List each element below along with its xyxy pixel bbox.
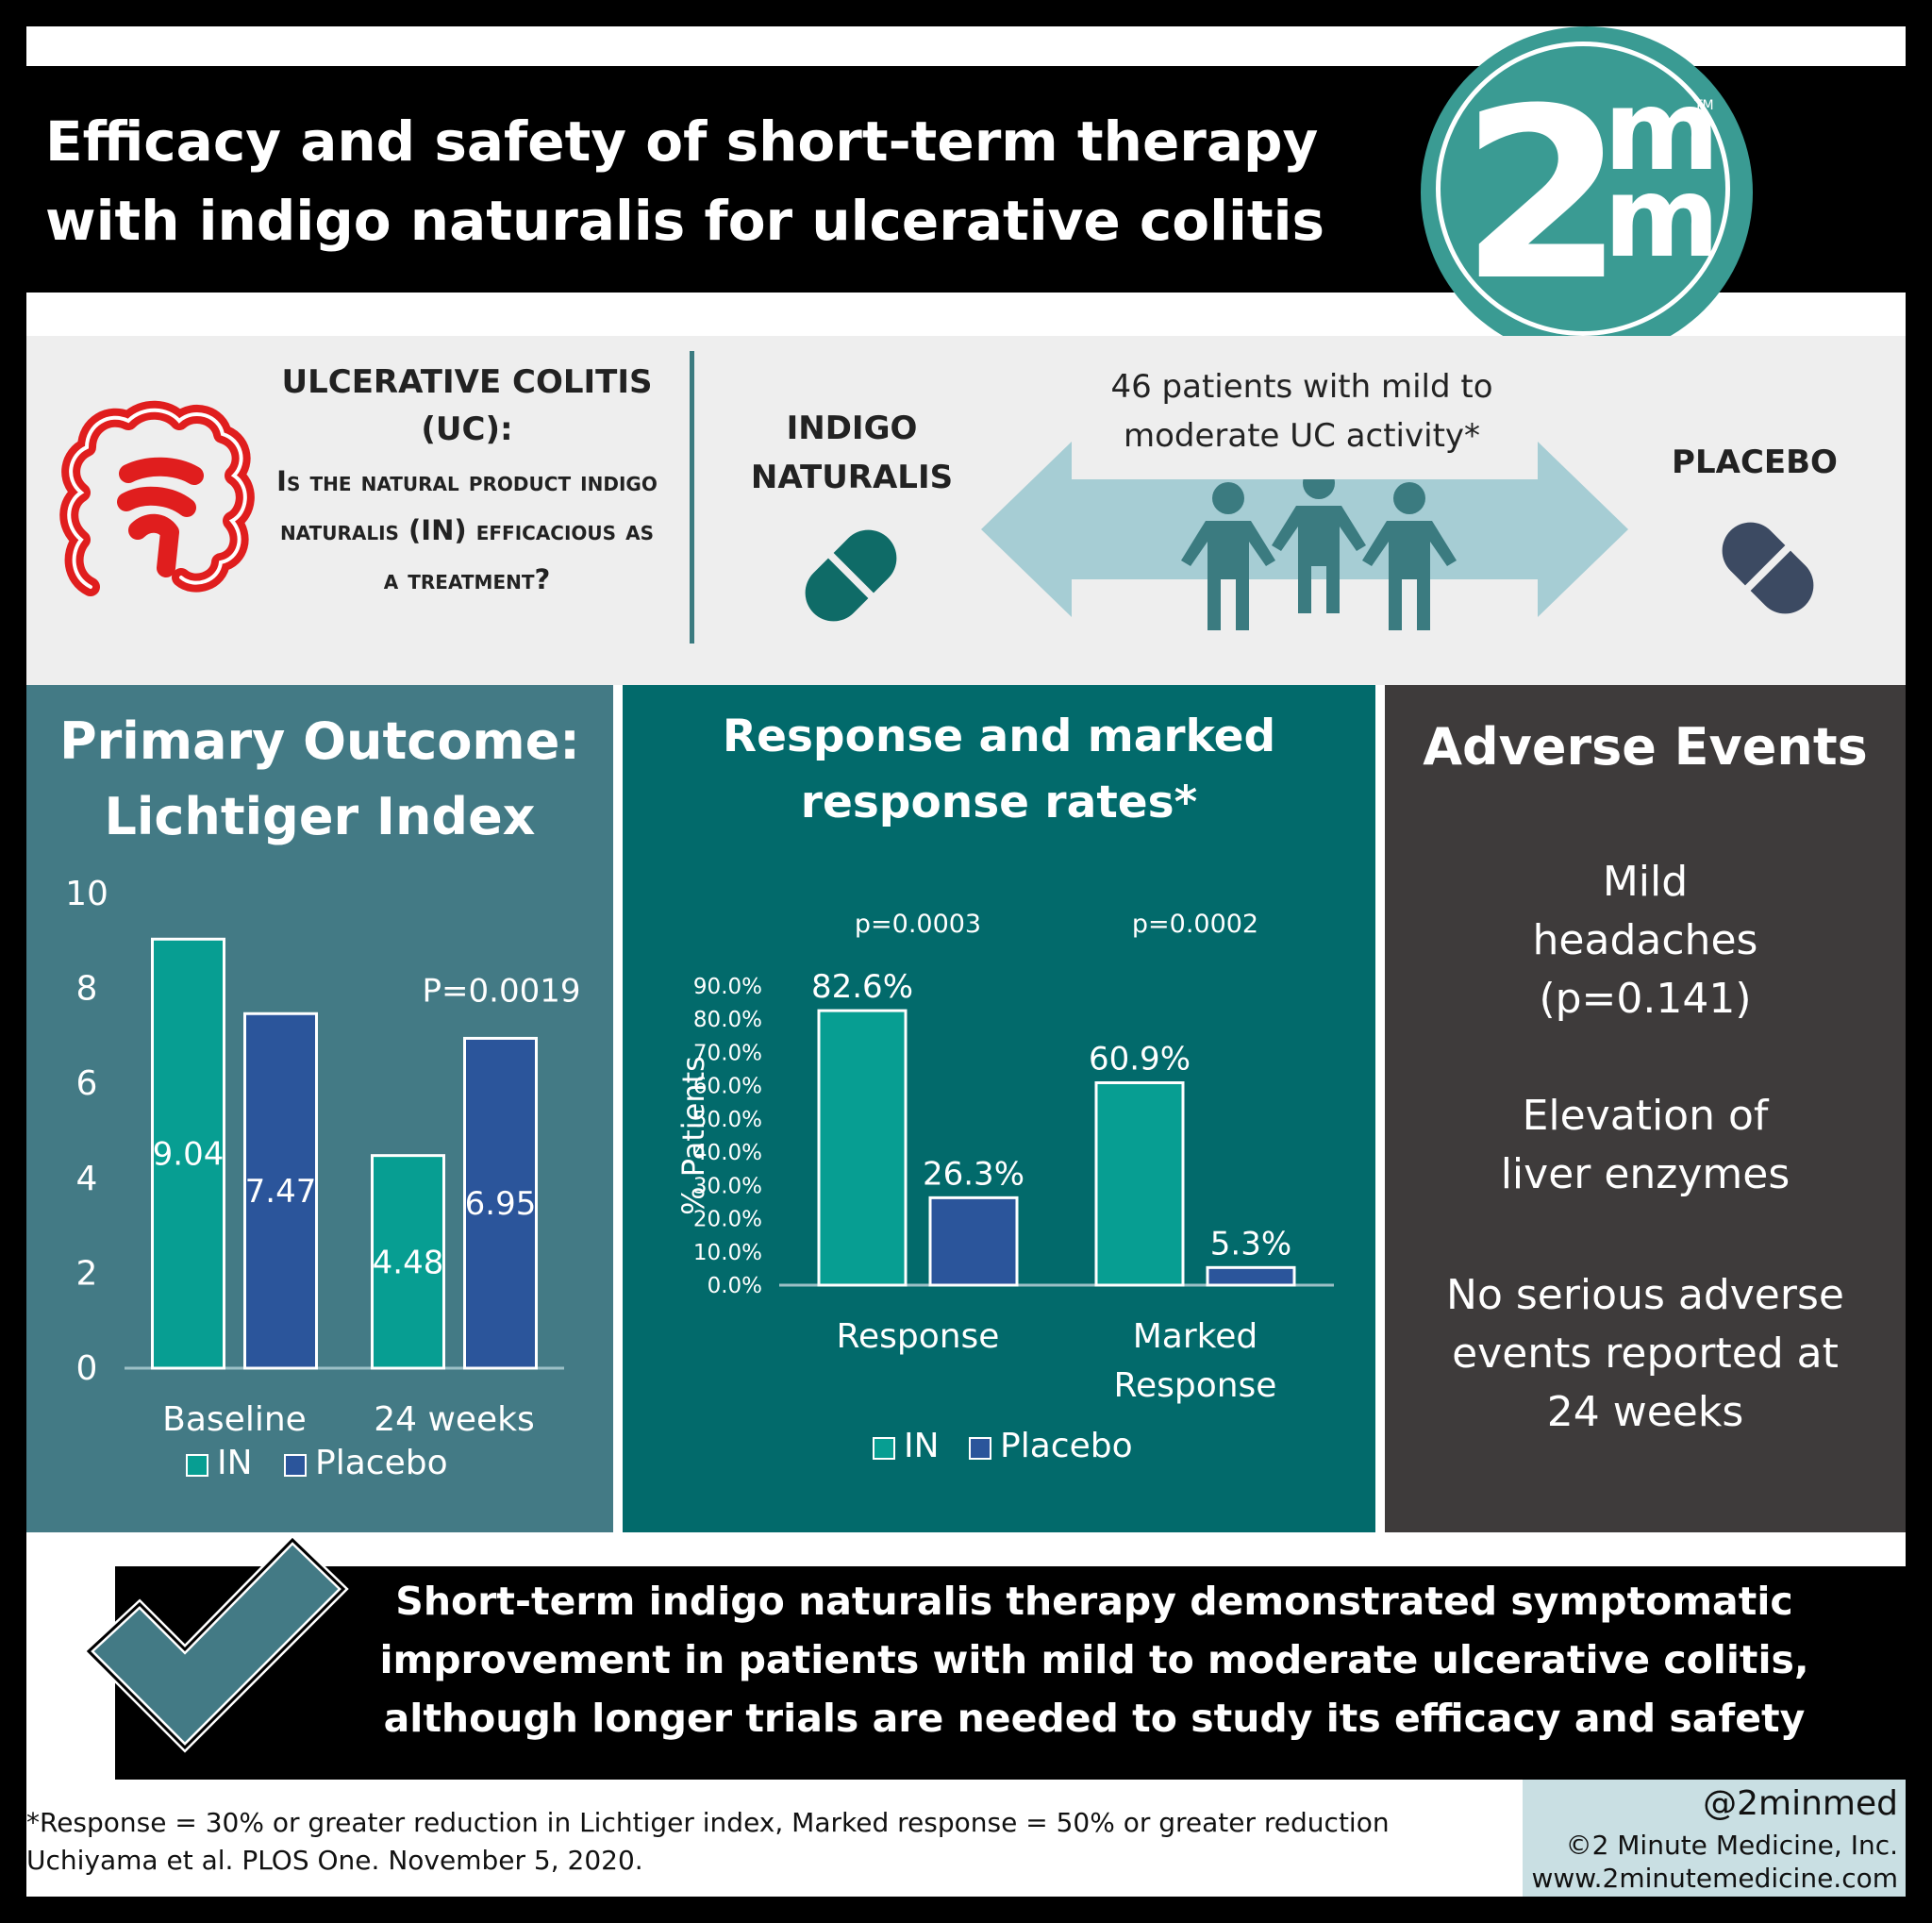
- question-heading: ULCERATIVE COLITIS (UC):: [281, 363, 653, 448]
- data-label: 4.48: [373, 1244, 444, 1281]
- bar-placebo: [243, 1012, 318, 1370]
- y-tick-label: 10: [65, 875, 108, 913]
- bar-in: [151, 937, 225, 1370]
- adverse-event-liver: Elevation of liver enzymes: [1500, 1092, 1790, 1198]
- data-label: 26.3%: [923, 1155, 1024, 1193]
- placebo-label: PLACEBO: [1672, 443, 1838, 481]
- data-label: 6.95: [465, 1185, 537, 1223]
- legend-swatch-placebo: [969, 1437, 991, 1460]
- primary-outcome-title: Primary Outcome: Lichtiger Index: [26, 704, 613, 855]
- website-link[interactable]: www.2minutemedicine.com: [1531, 1863, 1899, 1894]
- legend-swatch-in: [873, 1437, 895, 1460]
- bar-placebo: [928, 1196, 1019, 1287]
- twitter-handle: @2minmed: [1703, 1784, 1898, 1823]
- legend-swatch-placebo: [284, 1454, 307, 1477]
- placebo-pill-icon: [1722, 522, 1814, 614]
- indigo-pill-icon: [805, 529, 897, 622]
- logo-letter-top: m: [1604, 65, 1720, 195]
- question-body: Is the natural product indigo naturalis …: [276, 465, 658, 595]
- adverse-event-none-serious: No serious adverse events reported at 24…: [1446, 1271, 1844, 1436]
- adverse-events-title: Adverse Events: [1423, 717, 1868, 777]
- y-tick-label: 70.0%: [693, 1041, 762, 1065]
- legend-swatch-in: [186, 1454, 208, 1477]
- y-tick-label: 6: [76, 1064, 98, 1103]
- adverse-events-panel: [1385, 685, 1906, 1532]
- checkmark-icon: [83, 1534, 349, 1753]
- x-tick-label: Baseline: [162, 1400, 307, 1439]
- y-tick-label: 90.0%: [693, 975, 762, 999]
- patients-description: 46 patients with mild to moderate UC act…: [1110, 368, 1493, 455]
- footnote-definitions: *Response = 30% or greater reduction in …: [26, 1807, 1390, 1838]
- x-tick-label: Marked: [1133, 1317, 1258, 1356]
- credit-box: [1523, 1780, 1906, 1897]
- patients-people-icon: [1181, 479, 1457, 630]
- y-tick-label: 0.0%: [708, 1274, 762, 1298]
- intro-divider: [690, 351, 694, 644]
- bar-placebo: [463, 1036, 538, 1370]
- data-label: 7.47: [245, 1173, 317, 1211]
- primary-title-line1: Primary Outcome:: [59, 711, 580, 771]
- p-value-annotation: P=0.0019: [423, 973, 581, 1011]
- logo-trademark: TM: [1694, 98, 1714, 113]
- conclusion-text: Short-term indigo naturalis therapy demo…: [379, 1579, 1809, 1741]
- y-tick-label: 60.0%: [693, 1075, 762, 1099]
- data-label: 82.6%: [811, 968, 913, 1006]
- y-tick-label: 4: [76, 1160, 98, 1198]
- bar-in: [1094, 1080, 1185, 1287]
- y-tick-label: 0: [76, 1349, 98, 1388]
- legend-label-in: IN: [217, 1444, 253, 1482]
- panel-gap: [1375, 685, 1385, 1532]
- legend-label-placebo: Placebo: [1000, 1427, 1133, 1465]
- panel-gap: [613, 685, 623, 1532]
- logo-digit: 2: [1460, 58, 1624, 332]
- y-tick-label: 2: [76, 1254, 98, 1293]
- bar-placebo: [1206, 1265, 1296, 1287]
- response-title: Response and marked response rates*: [623, 704, 1375, 836]
- response-title-line1: Response and marked: [722, 711, 1276, 762]
- y-tick-label: 20.0%: [693, 1208, 762, 1232]
- response-rates-panel: [623, 685, 1375, 1532]
- colon-icon: [59, 400, 255, 596]
- response-rates-chart: 0.0% 10.0% 20.0% 30.0% 40.0% 50.0% 60.0% 70.0% 8…: [675, 910, 1334, 1465]
- x-tick-label: Response: [837, 1317, 1000, 1356]
- y-tick-label: 8: [76, 970, 98, 1009]
- copyright: ©2 Minute Medicine, Inc.: [1565, 1830, 1898, 1861]
- y-tick-label: 10.0%: [693, 1241, 762, 1265]
- bar-in: [371, 1154, 445, 1370]
- data-label: 60.9%: [1089, 1040, 1191, 1078]
- y-tick-label: 50.0%: [693, 1108, 762, 1132]
- p-value-label: p=0.0002: [1132, 910, 1258, 939]
- y-tick-label: 80.0%: [693, 1008, 762, 1032]
- legend-label-in: IN: [904, 1427, 940, 1465]
- primary-title-line2: Lichtiger Index: [104, 787, 536, 846]
- response-title-line2: response rates*: [800, 777, 1198, 828]
- x-tick-label: 24 weeks: [374, 1400, 535, 1439]
- y-axis-label: % Patients: [675, 1056, 711, 1215]
- logo-letter-bottom: m: [1604, 152, 1720, 282]
- adverse-event-headaches: Mild headaches (p=0.141): [1532, 858, 1758, 1023]
- conclusion-bar: [115, 1566, 1906, 1780]
- bar-in: [817, 1009, 908, 1287]
- data-label: 5.3%: [1210, 1225, 1291, 1262]
- indigo-naturalis-label: INDIGO NATURALIS: [750, 410, 954, 496]
- legend-label-placebo: Placebo: [315, 1444, 448, 1482]
- y-tick-label: 30.0%: [693, 1174, 762, 1198]
- p-value-label: p=0.0003: [855, 910, 981, 939]
- data-label: 9.04: [153, 1136, 225, 1174]
- citation: Uchiyama et al. PLOS One. November 5, 20…: [26, 1845, 643, 1876]
- x-tick-label: Response: [1114, 1366, 1277, 1405]
- logo-ring: [1436, 42, 1730, 336]
- lichtiger-index-chart: 0 2 4 6 8 10 9.04 7.47 Baseline 4.48 6.95 24 weeks P…: [65, 875, 581, 1482]
- y-tick-label: 40.0%: [693, 1141, 762, 1165]
- page-title: Efficacy and safety of short-term therap…: [45, 109, 1325, 253]
